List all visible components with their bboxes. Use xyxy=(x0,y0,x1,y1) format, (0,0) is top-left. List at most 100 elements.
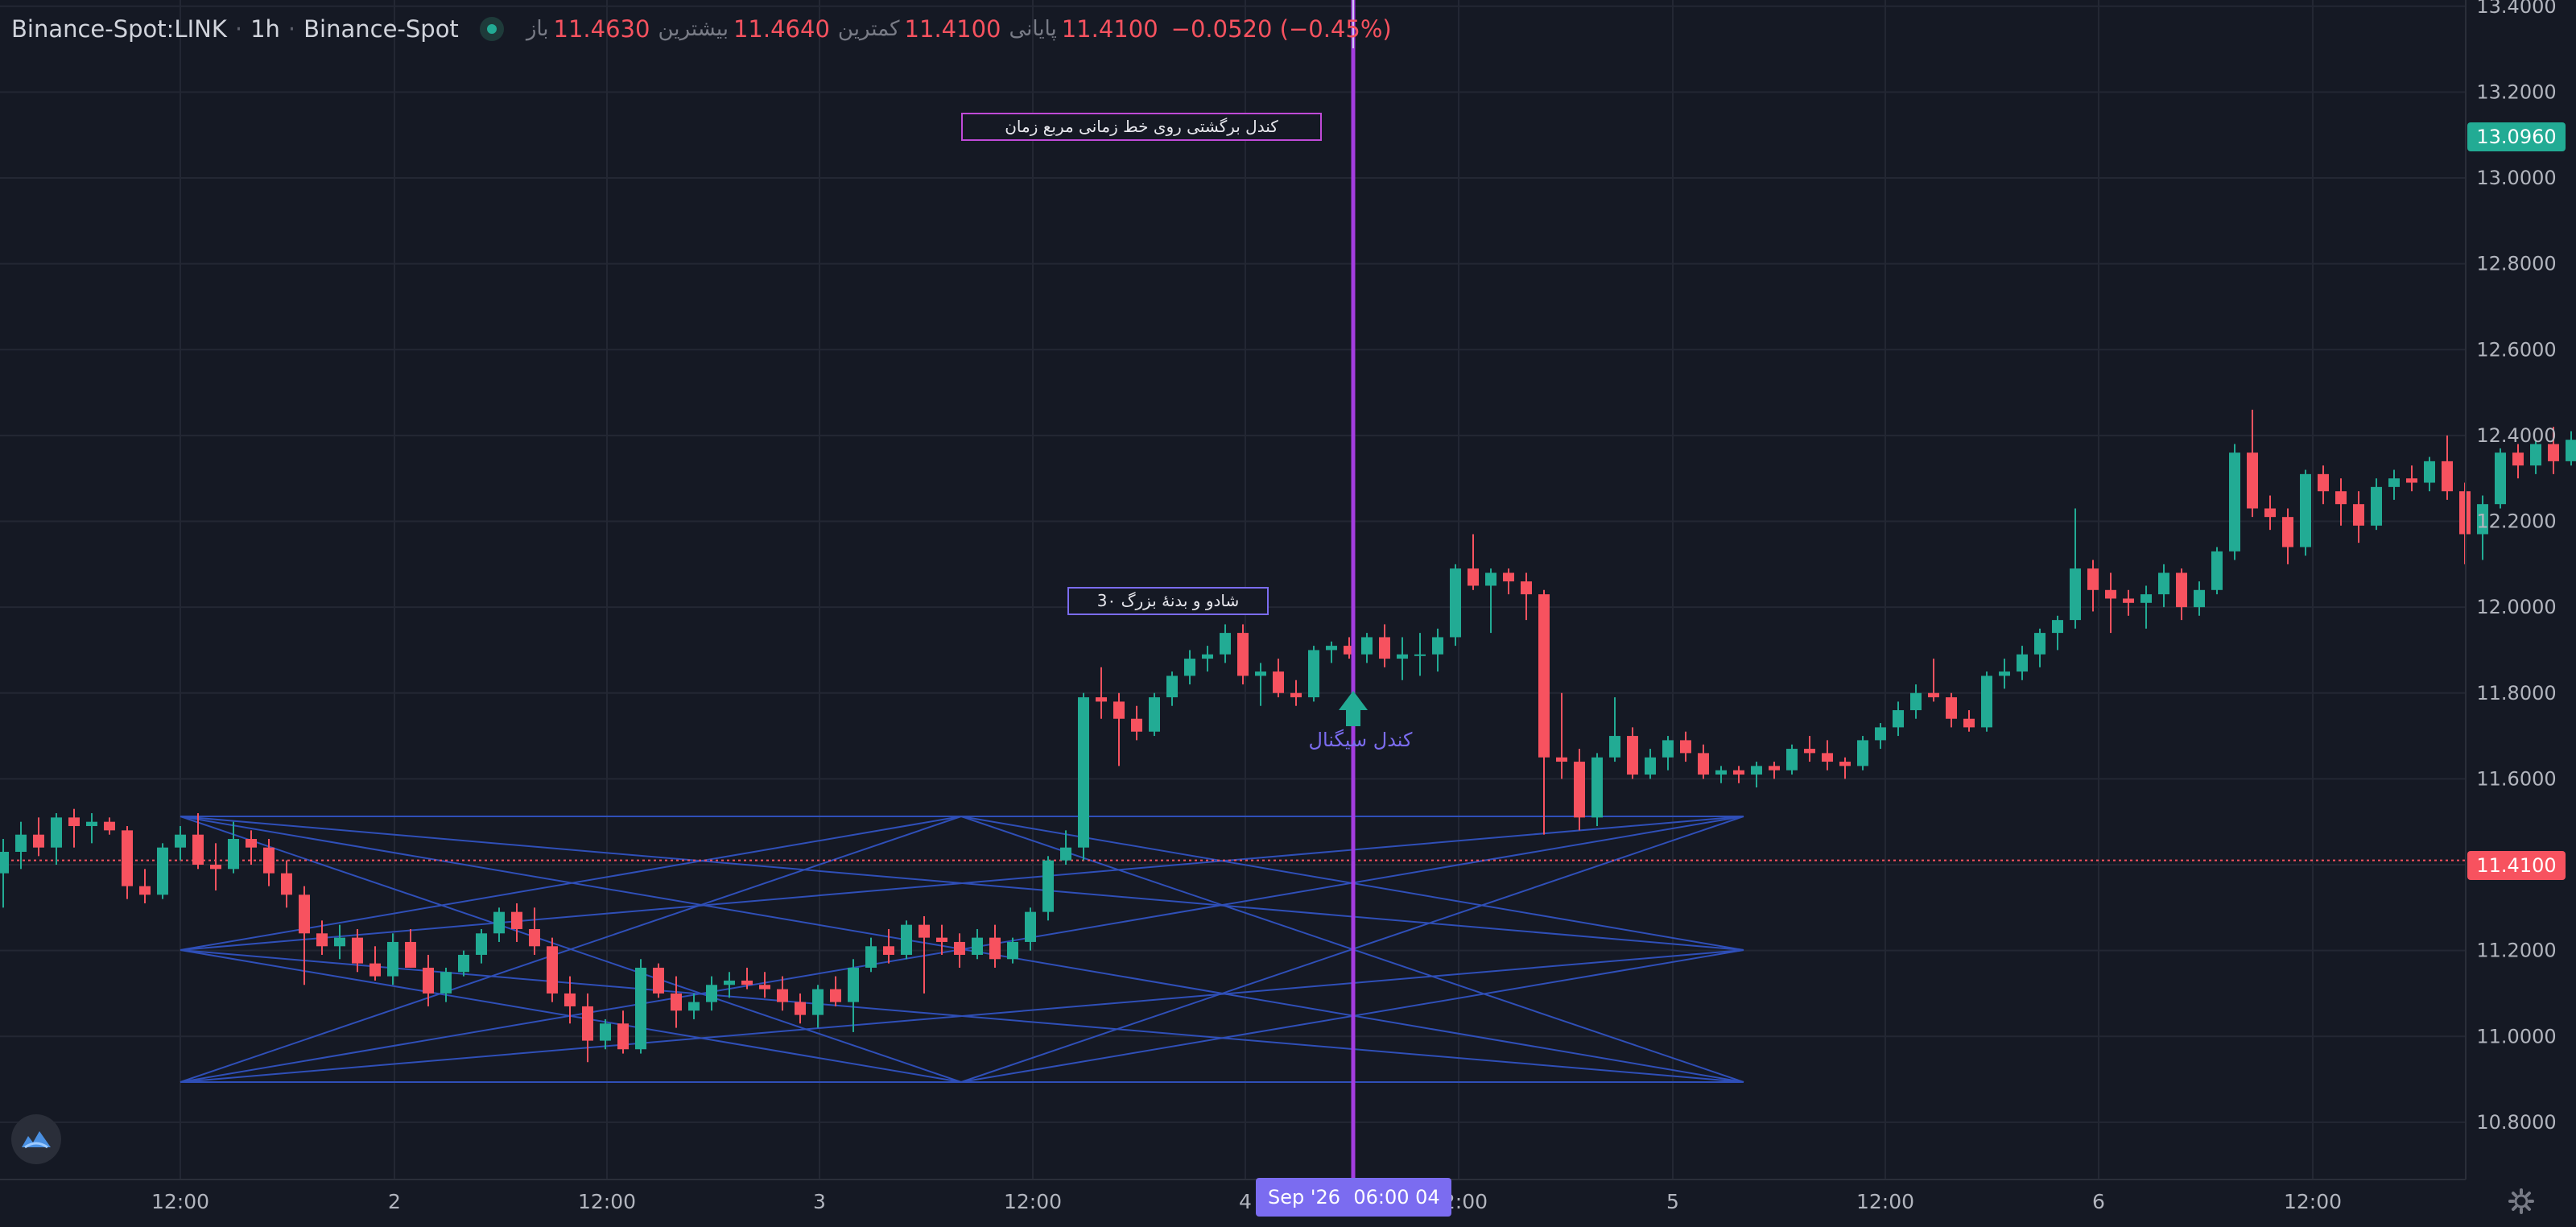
candle-body xyxy=(1166,675,1178,698)
close-value: 11.4100 xyxy=(1061,15,1158,43)
candle xyxy=(954,933,965,968)
price-tick-label: 11.0000 xyxy=(2476,1025,2556,1047)
candle-body xyxy=(2548,444,2559,461)
candle-body xyxy=(33,834,44,848)
candle-body xyxy=(617,1023,629,1050)
candle-body xyxy=(1645,757,1656,775)
candle xyxy=(1273,659,1284,698)
settings-button[interactable] xyxy=(2505,1185,2537,1217)
candle xyxy=(2105,572,2116,634)
candle xyxy=(2335,478,2347,526)
candle-body xyxy=(1857,740,1868,766)
candle xyxy=(741,967,753,989)
time-tick-label: 3 xyxy=(813,1190,826,1213)
reversal-annotation[interactable]: کندل برگشتی روی خط زمانی مربع زمان xyxy=(961,113,1322,141)
candle xyxy=(493,907,505,942)
candle-body xyxy=(511,911,522,929)
candle-body xyxy=(2158,572,2169,595)
candle xyxy=(68,808,80,848)
candle-body xyxy=(0,852,9,874)
candle-body xyxy=(263,847,275,874)
time-tick-label: 5 xyxy=(1666,1190,1679,1213)
candle-body xyxy=(1910,692,1922,711)
candle-body xyxy=(334,937,345,947)
candle-body xyxy=(759,985,770,989)
reversal-annotation-text: کندل برگشتی روی خط زمانی مربع زمان xyxy=(1005,117,1278,136)
candle-body xyxy=(1007,941,1018,960)
candle-body xyxy=(1981,675,1992,728)
candle xyxy=(671,976,682,1028)
candle xyxy=(2158,564,2169,608)
candle-body xyxy=(476,933,487,955)
candle-body xyxy=(795,1002,806,1015)
signal-marker[interactable]: کندل سیگنال xyxy=(1309,691,1414,751)
candle xyxy=(2052,615,2063,651)
candle-body xyxy=(848,967,859,1002)
candle xyxy=(2176,568,2187,621)
candle xyxy=(1344,637,1355,659)
candle xyxy=(334,924,345,960)
candle-body xyxy=(1769,766,1780,770)
candle xyxy=(299,886,310,985)
candle-body xyxy=(1290,692,1302,698)
candle-body xyxy=(175,834,186,848)
price-tick-label: 12.6000 xyxy=(2476,338,2556,361)
candle-body xyxy=(2530,444,2541,466)
candle-body xyxy=(1096,697,1107,702)
candle xyxy=(1609,697,1620,762)
candle-body xyxy=(246,839,257,848)
time-axis[interactable]: 12:00 2 12:00 3 12:00 4 12:00 5 12:00 6 12:00 xyxy=(151,1190,2342,1213)
crosshair-time: 06:00 04 xyxy=(1353,1186,1439,1208)
candle xyxy=(972,928,983,960)
candle xyxy=(1963,710,1975,732)
price-tick-label: 11.6000 xyxy=(2476,767,2556,790)
candle xyxy=(2477,495,2488,560)
candle xyxy=(883,928,894,964)
candle xyxy=(1007,937,1018,964)
candle xyxy=(2123,589,2134,616)
candle-body xyxy=(883,946,894,955)
candle-body xyxy=(192,834,204,865)
close-label: پایانی xyxy=(1009,17,1057,41)
candle xyxy=(777,976,788,1011)
market-status-dot-icon[interactable] xyxy=(479,17,504,41)
candle xyxy=(1946,692,1957,728)
symbol-name[interactable]: Binance-Spot:LINK xyxy=(11,15,227,43)
candle xyxy=(653,963,664,998)
candle-body xyxy=(830,989,841,1002)
candle-body xyxy=(1591,757,1603,818)
candle-body xyxy=(1344,646,1355,655)
candle xyxy=(830,976,841,1006)
candle xyxy=(139,869,151,903)
candle-body xyxy=(2123,598,2134,603)
candle xyxy=(1308,646,1319,702)
candle-body xyxy=(635,967,646,1050)
candle xyxy=(1786,744,1798,775)
candle xyxy=(104,817,115,835)
candle-body xyxy=(1999,671,2010,676)
candle-body xyxy=(564,993,576,1006)
interval-label[interactable]: 1h xyxy=(250,15,280,43)
candle xyxy=(511,903,522,942)
candle-body xyxy=(1556,757,1567,762)
candle xyxy=(1450,564,1461,647)
high-label: بیشترین xyxy=(658,17,729,41)
candle-body xyxy=(954,941,965,955)
candle-body xyxy=(2388,478,2400,487)
big-body-annotation-text: شادو و بدنهٔ بزرگ 3۰ xyxy=(1097,591,1240,610)
time-tick-label: 12:00 xyxy=(151,1190,209,1213)
big-body-annotation[interactable]: شادو و بدنهٔ بزرگ 3۰ xyxy=(1067,587,1269,615)
candle-body xyxy=(1060,847,1071,861)
candle-body xyxy=(919,924,930,938)
price-axis[interactable]: 13.4000 13.2000 13.0000 12.8000 12.6000 12.40… xyxy=(2476,0,2556,1134)
candle-body xyxy=(1963,718,1975,728)
candle-body xyxy=(1361,637,1373,655)
price-tick-label: 12.0000 xyxy=(2476,596,2556,618)
change-value: −0.0520 (−0.45%) xyxy=(1170,15,1392,43)
candle-body xyxy=(653,967,664,994)
candle-body xyxy=(493,911,505,934)
candle xyxy=(1468,534,1479,590)
tradingview-logo-button[interactable] xyxy=(11,1114,61,1164)
